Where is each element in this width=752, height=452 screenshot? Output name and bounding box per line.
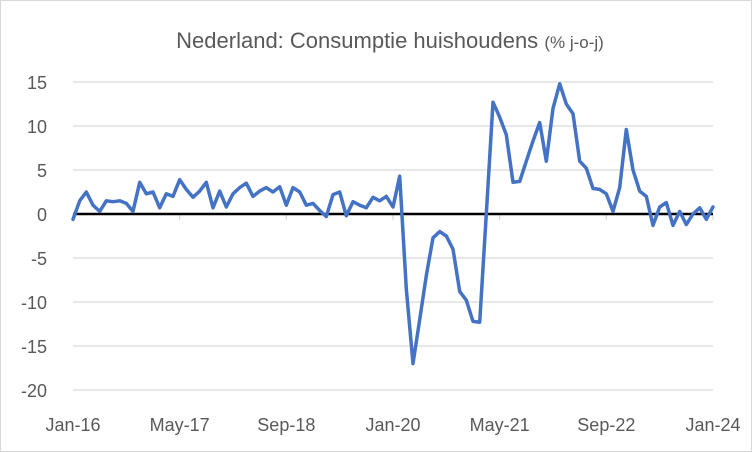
chart-title: Nederland: Consumptie huishoudens (% j-o…: [176, 28, 604, 53]
x-tick-label: May-21: [470, 415, 530, 435]
series-line: [71, 82, 715, 366]
x-tick-label: Jan-20: [365, 415, 420, 435]
x-tick-label: May-17: [150, 415, 210, 435]
title-main: Nederland: Consumptie huishoudens: [176, 28, 538, 53]
x-tick-label: Sep-18: [257, 415, 315, 435]
y-tick-label: 0: [37, 205, 47, 225]
x-axis-labels: Jan-16 May-17 Sep-18 Jan-20 May-21 Sep-22 Jan-…: [45, 214, 741, 435]
x-tick-label: Jan-16: [45, 415, 100, 435]
y-tick-label: -15: [21, 337, 47, 357]
y-tick-label: 5: [37, 161, 47, 181]
gridlines: [73, 81, 713, 391]
title-suffix: (% j-o-j): [544, 33, 604, 52]
y-axis-labels: 15 10 5 0 -5 -10 -15 -20: [21, 73, 47, 401]
y-tick-label: -5: [31, 249, 47, 269]
y-tick-label: -20: [21, 381, 47, 401]
x-tick-label: Sep-22: [577, 415, 635, 435]
y-tick-label: 15: [27, 73, 47, 93]
x-tick-label: Jan-24: [685, 415, 740, 435]
y-tick-label: -10: [21, 293, 47, 313]
series-group: [71, 82, 715, 366]
y-tick-label: 10: [27, 117, 47, 137]
